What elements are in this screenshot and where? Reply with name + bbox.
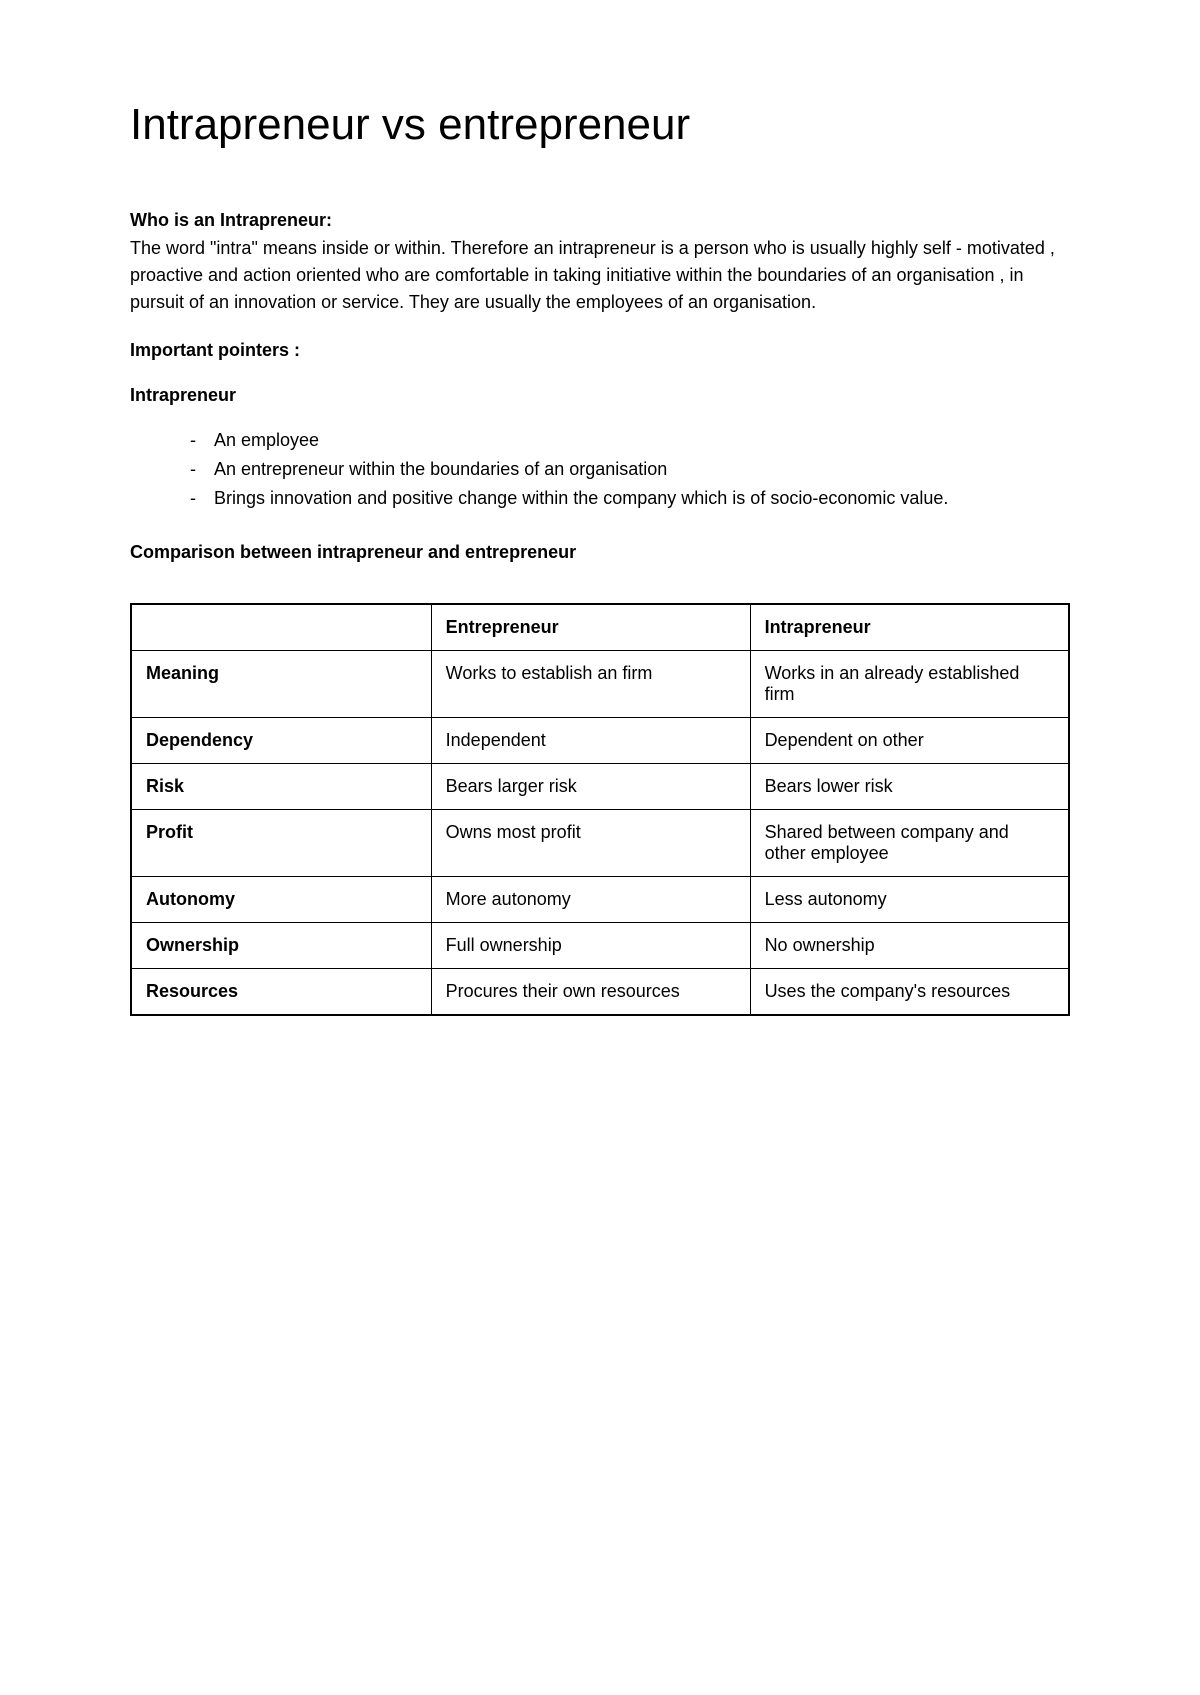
table-row: Dependency Independent Dependent on othe… bbox=[131, 718, 1069, 764]
row-label: Meaning bbox=[131, 651, 431, 718]
intrapreneur-cell: Less autonomy bbox=[750, 877, 1069, 923]
table-row: Autonomy More autonomy Less autonomy bbox=[131, 877, 1069, 923]
pointers-subheading: Intrapreneur bbox=[130, 385, 1070, 406]
header-cell-blank bbox=[131, 604, 431, 651]
row-label: Dependency bbox=[131, 718, 431, 764]
intrapreneur-cell: Dependent on other bbox=[750, 718, 1069, 764]
row-label: Ownership bbox=[131, 923, 431, 969]
intro-body: The word "intra" means inside or within.… bbox=[130, 235, 1070, 316]
header-cell-intrapreneur: Intrapreneur bbox=[750, 604, 1069, 651]
list-item: An entrepreneur within the boundaries of… bbox=[190, 455, 1070, 484]
table-row: Risk Bears larger risk Bears lower risk bbox=[131, 764, 1069, 810]
page-title: Intrapreneur vs entrepreneur bbox=[130, 100, 1070, 150]
row-label: Profit bbox=[131, 810, 431, 877]
intrapreneur-cell: No ownership bbox=[750, 923, 1069, 969]
entrepreneur-cell: Works to establish an firm bbox=[431, 651, 750, 718]
row-label: Autonomy bbox=[131, 877, 431, 923]
intro-section: Who is an Intrapreneur: The word "intra"… bbox=[130, 210, 1070, 316]
list-item: Brings innovation and positive change wi… bbox=[190, 484, 1070, 513]
row-label: Resources bbox=[131, 969, 431, 1016]
table-row: Meaning Works to establish an firm Works… bbox=[131, 651, 1069, 718]
header-cell-entrepreneur: Entrepreneur bbox=[431, 604, 750, 651]
comparison-heading: Comparison between intrapreneur and entr… bbox=[130, 542, 1070, 563]
intro-heading: Who is an Intrapreneur: bbox=[130, 210, 1070, 231]
entrepreneur-cell: Full ownership bbox=[431, 923, 750, 969]
table-row: Ownership Full ownership No ownership bbox=[131, 923, 1069, 969]
pointers-heading: Important pointers : bbox=[130, 340, 1070, 361]
list-item: An employee bbox=[190, 426, 1070, 455]
table-row: Resources Procures their own resources U… bbox=[131, 969, 1069, 1016]
entrepreneur-cell: More autonomy bbox=[431, 877, 750, 923]
table-row: Profit Owns most profit Shared between c… bbox=[131, 810, 1069, 877]
intrapreneur-cell: Works in an already established firm bbox=[750, 651, 1069, 718]
row-label: Risk bbox=[131, 764, 431, 810]
intrapreneur-cell: Uses the company's resources bbox=[750, 969, 1069, 1016]
intrapreneur-cell: Bears lower risk bbox=[750, 764, 1069, 810]
pointers-list: An employee An entrepreneur within the b… bbox=[190, 426, 1070, 512]
intrapreneur-cell: Shared between company and other employe… bbox=[750, 810, 1069, 877]
entrepreneur-cell: Procures their own resources bbox=[431, 969, 750, 1016]
entrepreneur-cell: Independent bbox=[431, 718, 750, 764]
entrepreneur-cell: Owns most profit bbox=[431, 810, 750, 877]
table-header-row: Entrepreneur Intrapreneur bbox=[131, 604, 1069, 651]
entrepreneur-cell: Bears larger risk bbox=[431, 764, 750, 810]
comparison-table: Entrepreneur Intrapreneur Meaning Works … bbox=[130, 603, 1070, 1016]
